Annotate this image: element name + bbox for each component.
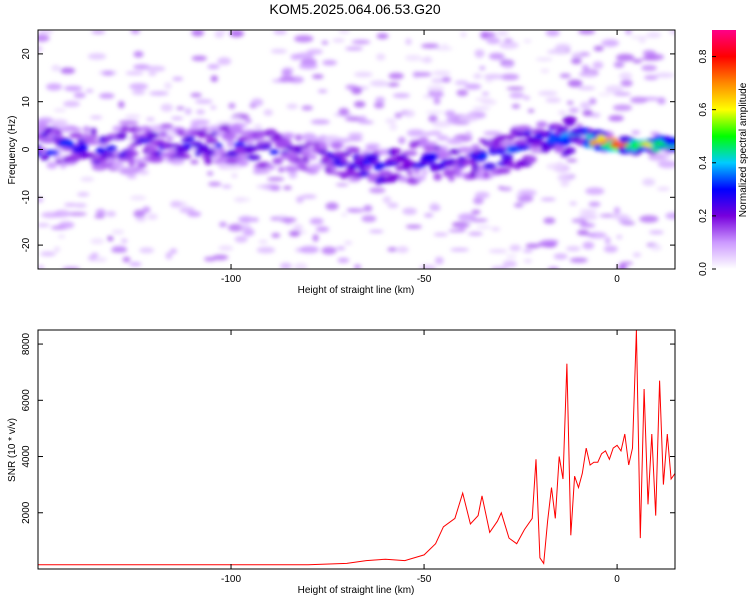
spectrogram-blobs xyxy=(38,30,675,269)
y-tick-label: 8000 xyxy=(21,332,32,355)
colorbar-tick-label: 0.4 xyxy=(698,155,709,169)
snr-panel: -100 -50 0 2000 4000 6000 8000 Height of strai… xyxy=(7,329,676,596)
spectrogram-x-axis-label: Height of straight line (km) xyxy=(298,285,415,296)
x-tick-label: -100 xyxy=(221,574,241,585)
colorbar-gradient xyxy=(712,30,736,269)
colorbar-tick-label: 0.2 xyxy=(698,209,709,223)
y-tick-label: 0 xyxy=(21,146,32,152)
colorbar-axes: 0.0 0.2 0.4 0.6 0.8 xyxy=(698,49,716,276)
y-tick-label: 20 xyxy=(21,48,32,60)
colorbar: 0.0 0.2 0.4 0.6 0.8 Normalized spectral ampl… xyxy=(698,30,749,276)
colorbar-tick-label: 0.6 xyxy=(698,102,709,116)
x-tick-label: -100 xyxy=(221,274,241,285)
snr-series-line xyxy=(38,330,675,566)
x-tick-label: -50 xyxy=(417,574,432,585)
x-tick-label: 0 xyxy=(614,274,620,285)
y-tick-label: 6000 xyxy=(21,389,32,412)
colorbar-label: Normalized spectral amplitude xyxy=(738,82,749,217)
colorbar-tick-label: 0.8 xyxy=(698,49,709,63)
snr-x-axis-label: Height of straight line (km) xyxy=(298,585,415,596)
spectrogram-heatmap xyxy=(38,30,675,269)
y-tick-label: 10 xyxy=(21,96,32,108)
snr-frame xyxy=(37,329,676,570)
x-tick-label: 0 xyxy=(614,574,620,585)
y-tick-label: 4000 xyxy=(21,445,32,468)
snr-y-axis-label: SNR (10 * v/v) xyxy=(7,418,18,482)
y-tick-label: -10 xyxy=(21,190,32,205)
snr-axes: -100 -50 0 2000 4000 6000 8000 xyxy=(21,330,675,585)
spectrogram-y-axis-label: Frequency (Hz) xyxy=(7,116,18,185)
y-tick-label: -20 xyxy=(21,237,32,252)
colorbar-tick-label: 0.0 xyxy=(698,262,709,276)
y-tick-label: 2000 xyxy=(21,501,32,524)
chart-title: KOM5.2025.064.06.53.G20 xyxy=(269,1,441,17)
x-tick-label: -50 xyxy=(417,274,432,285)
